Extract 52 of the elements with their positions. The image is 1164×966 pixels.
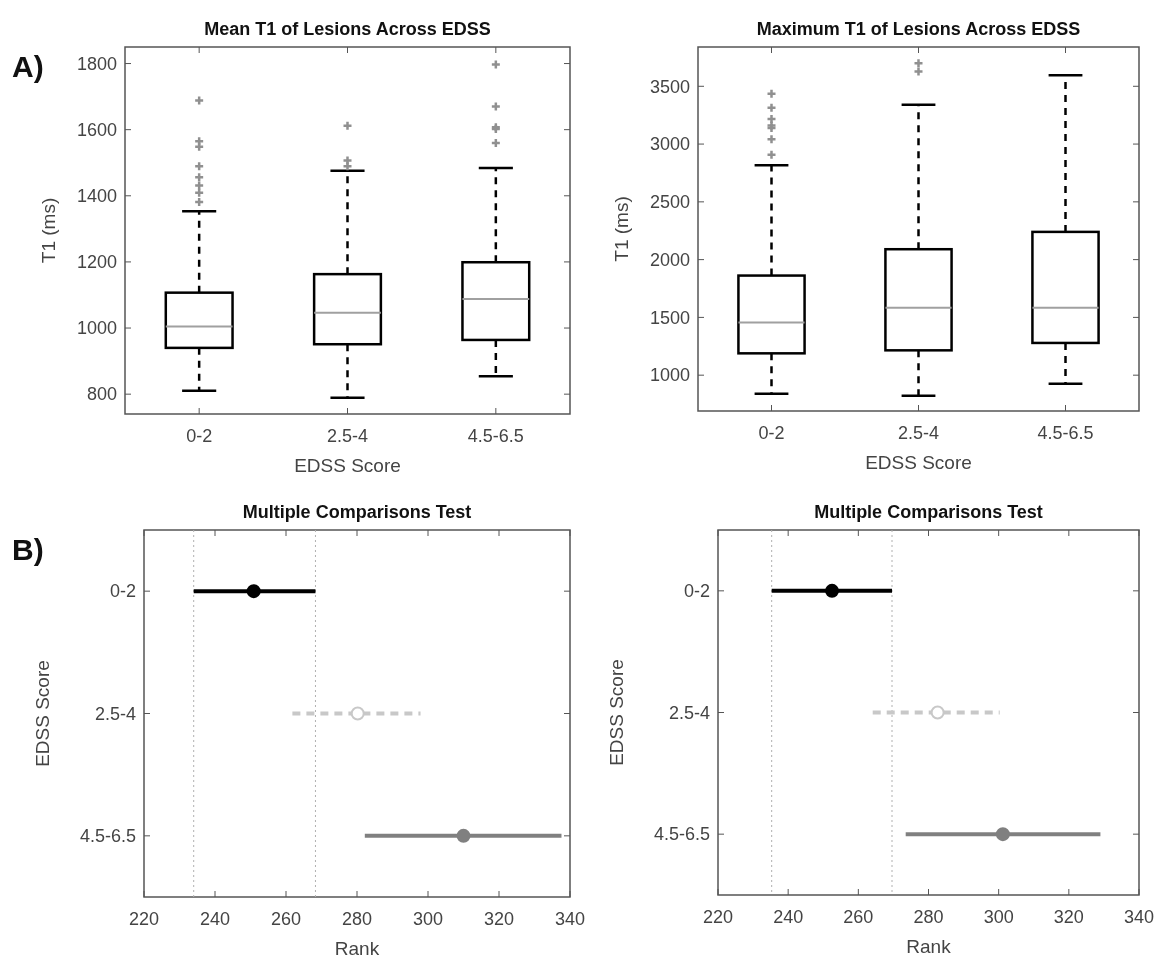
x-axis-title: Rank: [334, 938, 380, 959]
y-tick-label: 800: [86, 384, 117, 405]
x-tick-label: 340: [554, 909, 586, 929]
x-tick-label: 0-2: [758, 423, 785, 443]
x-tick-label: 2.5-4: [897, 423, 940, 443]
y-tick-label: 0-2: [683, 581, 710, 602]
y-tick-label: 3000: [649, 134, 690, 155]
y-axis-title: T1 (ms): [38, 197, 59, 264]
x-tick-label: 280: [913, 907, 944, 927]
x-tick-label: 0-2: [186, 426, 213, 446]
x-axis-title: Rank: [906, 936, 952, 957]
x-tick-label: 300: [983, 907, 1014, 927]
x-tick-label: 4.5-6.5: [467, 426, 524, 446]
x-tick-label: 4.5-6.5: [1037, 423, 1094, 443]
x-tick-label: 240: [773, 907, 804, 927]
chart-title: Maximum T1 of Lesions Across EDSS: [756, 19, 1081, 39]
y-tick-label: 1000: [76, 318, 117, 339]
y-tick-label: 4.5-6.5: [79, 826, 136, 847]
y-tick-label: 1500: [649, 307, 690, 328]
x-tick-label: 340: [1123, 907, 1155, 927]
chart-title: Mean T1 of Lesions Across EDSS: [204, 19, 491, 39]
x-axis-title: EDSS Score: [865, 452, 972, 473]
x-tick-label: 280: [341, 909, 373, 929]
x-tick-label: 240: [199, 909, 231, 929]
y-tick-label: 1400: [76, 186, 117, 207]
x-tick-label: 2.5-4: [326, 426, 369, 446]
y-tick-label: 4.5-6.5: [653, 824, 710, 845]
chart-title: Multiple Comparisons Test: [814, 502, 1043, 522]
x-tick-label: 320: [483, 909, 515, 929]
chart-title: Multiple Comparisons Test: [242, 502, 472, 522]
y-tick-label: 1800: [76, 53, 117, 74]
x-tick-label: 260: [843, 907, 874, 927]
y-tick-label: 2.5-4: [668, 702, 710, 723]
y-axis-title: T1 (ms): [611, 196, 632, 262]
x-tick-label: 260: [270, 909, 302, 929]
y-tick-label: 2500: [649, 192, 690, 213]
x-tick-label: 220: [128, 909, 160, 929]
x-axis-title: EDSS Score: [294, 455, 401, 476]
y-axis-title: EDSS Score: [606, 659, 627, 766]
y-axis-title: EDSS Score: [32, 660, 53, 767]
x-tick-label: 220: [702, 907, 734, 927]
y-tick-label: 1600: [76, 119, 117, 140]
y-tick-label: 1000: [649, 365, 690, 386]
y-tick-label: 2000: [649, 249, 690, 270]
x-tick-label: 300: [412, 909, 444, 929]
text: B): [12, 533, 44, 566]
y-tick-label: 1200: [76, 252, 117, 273]
y-tick-label: 3500: [649, 76, 690, 97]
y-tick-label: 2.5-4: [94, 703, 136, 724]
x-tick-label: 320: [1053, 907, 1084, 927]
y-tick-label: 0-2: [109, 581, 136, 602]
text: A): [12, 50, 44, 83]
